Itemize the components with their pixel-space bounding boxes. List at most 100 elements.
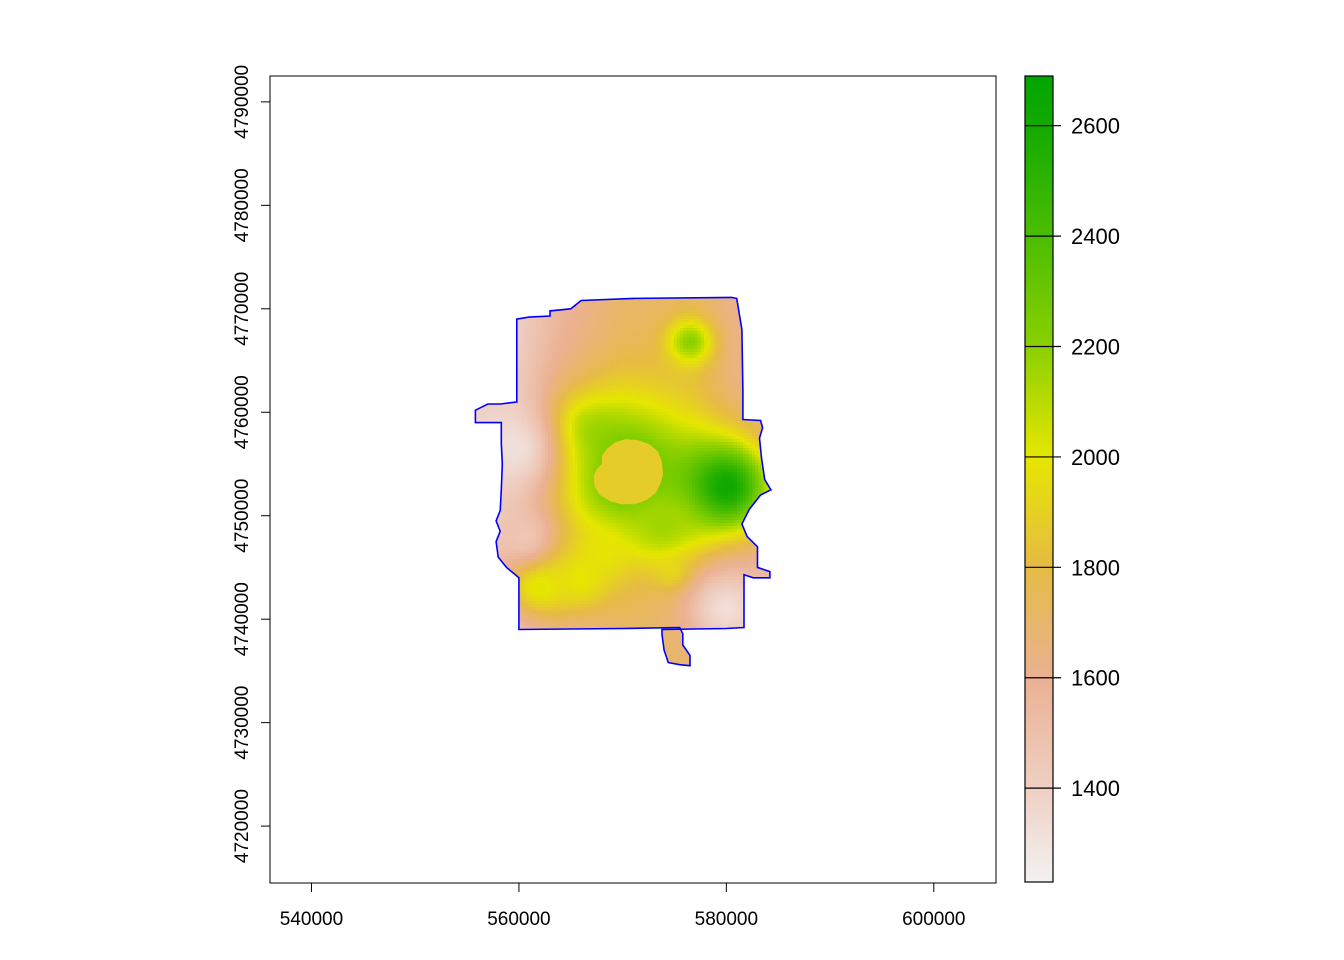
raster-cell [524, 382, 528, 386]
raster-cell [677, 361, 681, 365]
raster-cell [530, 418, 534, 422]
raster-cell [515, 436, 519, 440]
raster-cell [674, 433, 678, 437]
raster-cell [581, 415, 585, 419]
raster-cell [599, 379, 603, 383]
raster-cell [626, 307, 630, 311]
raster-cell [728, 436, 732, 440]
raster-cell [638, 340, 642, 344]
raster-cell [650, 439, 654, 443]
raster-cell [653, 322, 657, 326]
raster-cell [665, 421, 669, 425]
raster-cell [737, 361, 741, 365]
raster-cell [659, 436, 663, 440]
raster-cell [524, 400, 528, 404]
raster-cell [614, 394, 618, 398]
raster-cell [632, 415, 636, 419]
raster-cell [566, 376, 570, 380]
raster-cell [512, 412, 516, 416]
raster-cell [524, 415, 528, 419]
raster-cell [545, 439, 549, 443]
raster-cell [551, 313, 555, 317]
raster-cell [611, 331, 615, 335]
raster-cell [713, 331, 717, 335]
raster-cell [518, 328, 522, 332]
raster-cell [689, 406, 693, 410]
raster-cell [695, 394, 699, 398]
raster-cell [539, 361, 543, 365]
raster-cell [698, 403, 702, 407]
raster-cell [683, 406, 687, 410]
raster-cell [623, 433, 627, 437]
raster-cell [734, 424, 738, 428]
raster-cell [551, 442, 555, 446]
raster-cell [722, 355, 726, 359]
raster-cell [575, 394, 579, 398]
raster-cell [581, 352, 585, 356]
raster-cell [626, 340, 630, 344]
raster-cell [581, 307, 585, 311]
raster-cell [518, 349, 522, 353]
raster-cell [677, 307, 681, 311]
raster-cell [569, 319, 573, 323]
raster-cell [662, 340, 666, 344]
raster-cell [608, 328, 612, 332]
raster-cell [566, 394, 570, 398]
raster-cell [518, 331, 522, 335]
raster-cell [572, 397, 576, 401]
raster-cell [572, 343, 576, 347]
raster-cell [644, 424, 648, 428]
raster-cell [551, 421, 555, 425]
raster-cell [668, 304, 672, 308]
raster-cell [725, 406, 729, 410]
raster-cell [629, 382, 633, 386]
raster-cell [563, 376, 567, 380]
raster-cell [539, 364, 543, 368]
raster-cell [731, 346, 735, 350]
raster-cell [599, 358, 603, 362]
raster-cell [728, 355, 732, 359]
raster-cell [602, 310, 606, 314]
raster-cell [614, 427, 618, 431]
raster-cell [560, 439, 564, 443]
raster-cell [599, 352, 603, 356]
raster-cell [650, 412, 654, 416]
raster-cell [518, 334, 522, 338]
raster-cell [725, 340, 729, 344]
raster-cell [653, 364, 657, 368]
raster-cell [638, 394, 642, 398]
raster-cell [590, 439, 594, 443]
raster-cell [623, 349, 627, 353]
raster-cell [563, 388, 567, 392]
raster-cell [629, 400, 633, 404]
raster-cell [515, 439, 519, 443]
raster-cell [755, 430, 759, 434]
raster-cell [524, 424, 528, 428]
raster-cell [662, 310, 666, 314]
raster-cell [557, 427, 561, 431]
raster-cell [554, 355, 558, 359]
raster-cell [554, 442, 558, 446]
raster-cell [662, 322, 666, 326]
raster-cell [734, 298, 738, 302]
raster-cell [623, 298, 627, 302]
raster-cell [530, 355, 534, 359]
raster-cell [560, 334, 564, 338]
raster-cell [590, 388, 594, 392]
raster-cell [674, 439, 678, 443]
raster-cell [539, 370, 543, 374]
raster-cell [560, 370, 564, 374]
raster-cell [623, 352, 627, 356]
raster-cell [614, 373, 618, 377]
raster-cell [596, 391, 600, 395]
raster-cell [620, 322, 624, 326]
raster-cell [575, 349, 579, 353]
raster-cell [572, 358, 576, 362]
raster-cell [575, 343, 579, 347]
raster-cell [716, 385, 720, 389]
raster-cell [563, 367, 567, 371]
raster-cell [539, 415, 543, 419]
raster-cell [518, 403, 522, 407]
raster-cell [680, 409, 684, 413]
raster-cell [737, 319, 741, 323]
